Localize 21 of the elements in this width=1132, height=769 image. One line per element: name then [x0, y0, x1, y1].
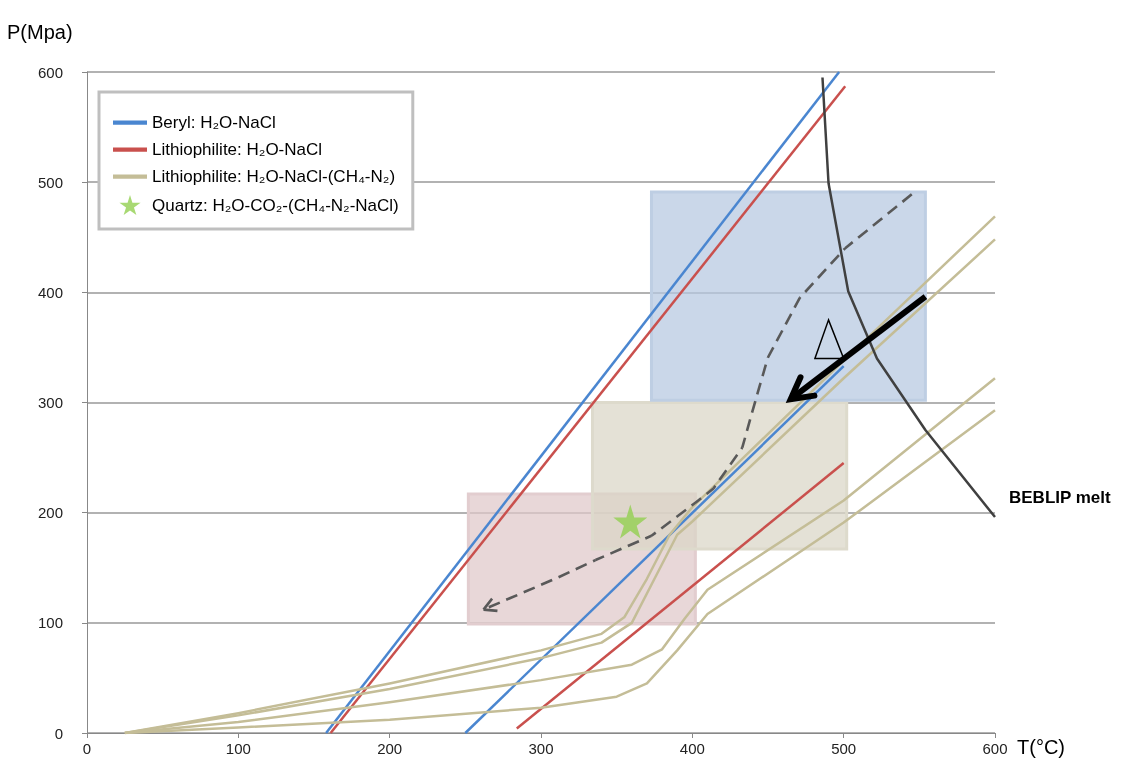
- x-tick-label: 0: [82, 740, 92, 757]
- y-tick-label: 600: [37, 63, 63, 81]
- x-tick-label: 500: [831, 740, 857, 757]
- legend-label: Lithiophilite: H₂O-NaCl: [152, 140, 323, 159]
- x-tick-label: 300: [528, 740, 554, 757]
- y-tick-label: 200: [37, 504, 63, 522]
- x-axis-title: T(°C): [1017, 736, 1065, 758]
- y-tick-label: 500: [37, 173, 63, 191]
- legend-label: Lithiophilite: H₂O-NaCl-(CH₄-N₂): [152, 167, 396, 186]
- y-axis-title: P(Mpa): [7, 21, 73, 43]
- legend-label: Beryl: H₂O-NaCl: [152, 113, 276, 132]
- x-tick-label: 400: [679, 740, 705, 757]
- x-tick-label: 600: [982, 740, 1008, 757]
- series-label: BEBLIP melt: [1009, 487, 1112, 507]
- y-tick-label: 100: [37, 614, 63, 632]
- x-tick-label: 200: [377, 740, 403, 757]
- y-tick-label: 400: [37, 283, 63, 301]
- y-tick-label: 300: [37, 394, 63, 411]
- x-tick-label: 100: [225, 740, 251, 757]
- y-tick-label: 0: [54, 724, 63, 742]
- legend-label: Quartz: H₂O-CO₂-(CH₄-N₂-NaCl): [152, 195, 399, 215]
